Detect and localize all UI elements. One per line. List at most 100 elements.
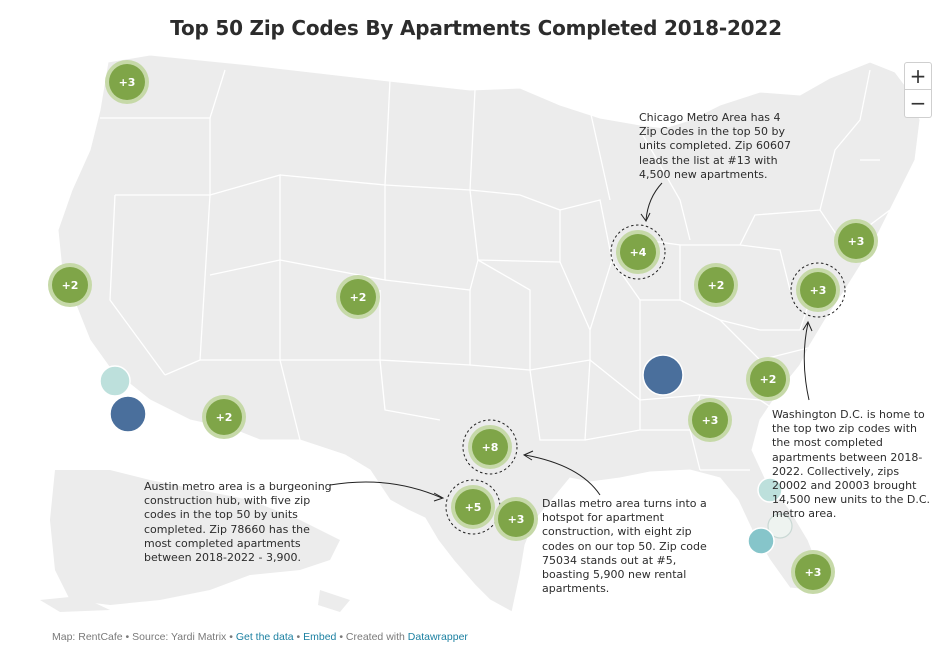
cluster-core bbox=[750, 361, 786, 397]
cluster-marker-washington-dc[interactable]: +3 bbox=[790, 262, 846, 318]
dallas-arrow bbox=[524, 454, 601, 496]
annotation-line: apartments. bbox=[542, 582, 610, 596]
cluster-count-label: +2 bbox=[760, 373, 777, 386]
cluster-marker-washington[interactable]: +3 bbox=[105, 60, 149, 104]
annotation-line: Austin metro area is a burgeoning bbox=[144, 480, 332, 493]
cluster-count-label: +3 bbox=[805, 566, 822, 579]
cluster-core bbox=[620, 234, 656, 270]
zoom-out-button[interactable]: − bbox=[904, 90, 932, 118]
marker-sd-dark[interactable] bbox=[109, 395, 147, 433]
annotation-line: units completed. Zip 60607 bbox=[639, 139, 791, 153]
cluster-marker-georgia[interactable]: +3 bbox=[688, 398, 732, 442]
created-with: Created with bbox=[345, 631, 408, 643]
annotation-line: 20002 and 20003 brought bbox=[772, 479, 917, 493]
annotation-line: boasting 5,900 new rental bbox=[542, 568, 687, 582]
contiguous-us-land bbox=[57, 54, 921, 613]
annotation-line: between 2018-2022 - 3,900. bbox=[144, 551, 301, 565]
annotation-line: the top two zip codes with bbox=[772, 422, 918, 436]
cluster-core bbox=[800, 272, 836, 308]
cluster-marker-houston[interactable]: +3 bbox=[494, 497, 538, 541]
marker-tampa-teal[interactable] bbox=[747, 527, 775, 555]
map-title: Top 50 Zip Codes By Apartments Completed… bbox=[170, 16, 782, 40]
annotation-line: leads the list at #13 with bbox=[639, 153, 778, 167]
annotation-line: Dallas metro area turns into a bbox=[542, 497, 707, 510]
cluster-marker-miami[interactable]: +3 bbox=[791, 550, 835, 594]
map-credit: Map: RentCafe bbox=[52, 631, 123, 643]
annotation-line: apartments between 2018- bbox=[772, 450, 923, 464]
alaska-land bbox=[50, 470, 340, 605]
chicago-annotation: Chicago Metro Area has 4 Zip Codes in th… bbox=[639, 111, 791, 182]
cluster-marker-new-york[interactable]: +3 bbox=[834, 219, 878, 263]
marker-la-light[interactable] bbox=[99, 365, 131, 397]
austin-annotation: Austin metro area is a burgeoning constr… bbox=[144, 480, 332, 565]
annotation-line: codes in the top 50 by units bbox=[144, 508, 298, 522]
marker-nashville-dark[interactable] bbox=[642, 354, 684, 396]
annotation-line: completed. Zip 78660 has the bbox=[144, 522, 310, 536]
cluster-core bbox=[52, 267, 88, 303]
cluster-marker-austin[interactable]: +5 bbox=[445, 479, 501, 535]
annotation-line: codes on our top 50. Zip code bbox=[542, 539, 707, 553]
cluster-marker-arizona[interactable]: +2 bbox=[202, 395, 246, 439]
cluster-marker-ohio[interactable]: +2 bbox=[694, 263, 738, 307]
cluster-count-label: +2 bbox=[350, 291, 367, 304]
dallas-annotation: Dallas metro area turns into a hotspot f… bbox=[542, 497, 707, 596]
cluster-core bbox=[498, 501, 534, 537]
cluster-count-label: +2 bbox=[708, 279, 725, 292]
austin-arrow bbox=[329, 481, 443, 499]
dc-arrow bbox=[803, 322, 810, 401]
annotation-line: Zip Codes in the top 50 by bbox=[639, 125, 786, 139]
cluster-core bbox=[838, 223, 874, 259]
chicago-arrowhead bbox=[640, 212, 651, 222]
cluster-marker-dallas[interactable]: +8 bbox=[462, 419, 518, 475]
cluster-core bbox=[692, 402, 728, 438]
cluster-count-label: +3 bbox=[702, 414, 719, 427]
cluster-marker-california-north[interactable]: +2 bbox=[48, 263, 92, 307]
austin-arrowhead bbox=[433, 492, 445, 502]
annotation-line: hotspot for apartment bbox=[542, 511, 664, 525]
cluster-core bbox=[698, 267, 734, 303]
get-data-link[interactable]: Get the data bbox=[235, 631, 294, 643]
cluster-core bbox=[109, 64, 145, 100]
dc-annotation: Washington D.C. is home to the top two z… bbox=[772, 408, 930, 522]
footer-sep: • bbox=[293, 631, 304, 643]
footer-sep: • bbox=[226, 631, 236, 643]
cluster-count-label: +5 bbox=[465, 501, 482, 514]
zoom-in-button[interactable]: + bbox=[904, 62, 932, 90]
marker-jax-light[interactable] bbox=[757, 477, 783, 503]
annotation-line: 4,500 new apartments. bbox=[639, 167, 768, 181]
cluster-marker-chicago[interactable]: +4 bbox=[610, 224, 666, 280]
datawrapper-link[interactable]: Datawrapper bbox=[407, 631, 468, 643]
cluster-core bbox=[206, 399, 242, 435]
cluster-core bbox=[795, 554, 831, 590]
cluster-count-label: +3 bbox=[810, 284, 827, 297]
highlight-ring bbox=[790, 262, 846, 318]
annotation-line: the most completed bbox=[772, 436, 883, 450]
cluster-count-label: +3 bbox=[848, 235, 865, 248]
annotation-arrows bbox=[329, 182, 813, 502]
source-credit: Source: Yardi Matrix bbox=[132, 631, 227, 643]
alaska-islands bbox=[40, 590, 350, 612]
cluster-count-label: +3 bbox=[119, 76, 136, 89]
cluster-count-label: +4 bbox=[630, 246, 647, 259]
cluster-markers: +3 +2 +2 +2 +4 +2 +3 +3 +2 +3 +8 +5 +3 +3 bbox=[48, 60, 878, 594]
cluster-marker-north-carolina[interactable]: +2 bbox=[746, 357, 790, 401]
cluster-count-label: +2 bbox=[216, 411, 233, 424]
dc-arrowhead bbox=[802, 320, 813, 332]
cluster-core bbox=[455, 489, 491, 525]
highlight-ring bbox=[610, 224, 666, 280]
cluster-core bbox=[340, 279, 376, 315]
annotation-line: Washington D.C. is home to bbox=[772, 408, 925, 421]
highlight-ring bbox=[462, 419, 518, 475]
dallas-arrowhead bbox=[522, 450, 534, 461]
annotation-line: 14,500 new units to the D.C. bbox=[772, 493, 930, 507]
embed-link[interactable]: Embed bbox=[303, 631, 337, 643]
cluster-core bbox=[472, 429, 508, 465]
annotation-line: most completed apartments bbox=[144, 536, 301, 550]
footer-sep: • bbox=[336, 631, 346, 643]
annotation-line: Chicago Metro Area has 4 bbox=[639, 111, 781, 124]
cluster-count-label: +8 bbox=[482, 441, 499, 454]
cluster-count-label: +3 bbox=[508, 513, 525, 526]
cluster-marker-colorado[interactable]: +2 bbox=[336, 275, 380, 319]
marker-orlando-white[interactable] bbox=[767, 513, 793, 539]
